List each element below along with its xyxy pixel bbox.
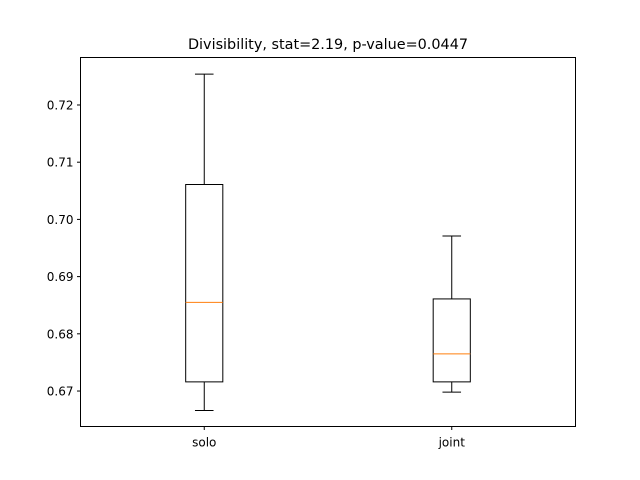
y-tick-label: 0.69	[47, 270, 74, 284]
chart-title: Divisibility, stat=2.19, p-value=0.0447	[188, 37, 468, 53]
x-axis: solo joint	[192, 426, 466, 450]
box-body	[432, 298, 471, 383]
y-tick-label: 0.67	[47, 385, 74, 399]
plot-frame	[80, 57, 576, 427]
box-solo	[185, 73, 224, 411]
y-tick-label: 0.68	[47, 327, 74, 341]
y-tick-label: 0.71	[47, 156, 74, 170]
y-axis: 0.67 0.68 0.69 0.70 0.71 0.72	[47, 98, 81, 399]
boxes	[185, 73, 471, 411]
box-body	[185, 184, 224, 383]
y-tick-label: 0.72	[47, 98, 74, 112]
y-tick-label: 0.70	[47, 213, 74, 227]
box-joint	[432, 235, 471, 393]
x-tick-label: solo	[192, 436, 216, 450]
x-tick-label: joint	[438, 436, 466, 450]
